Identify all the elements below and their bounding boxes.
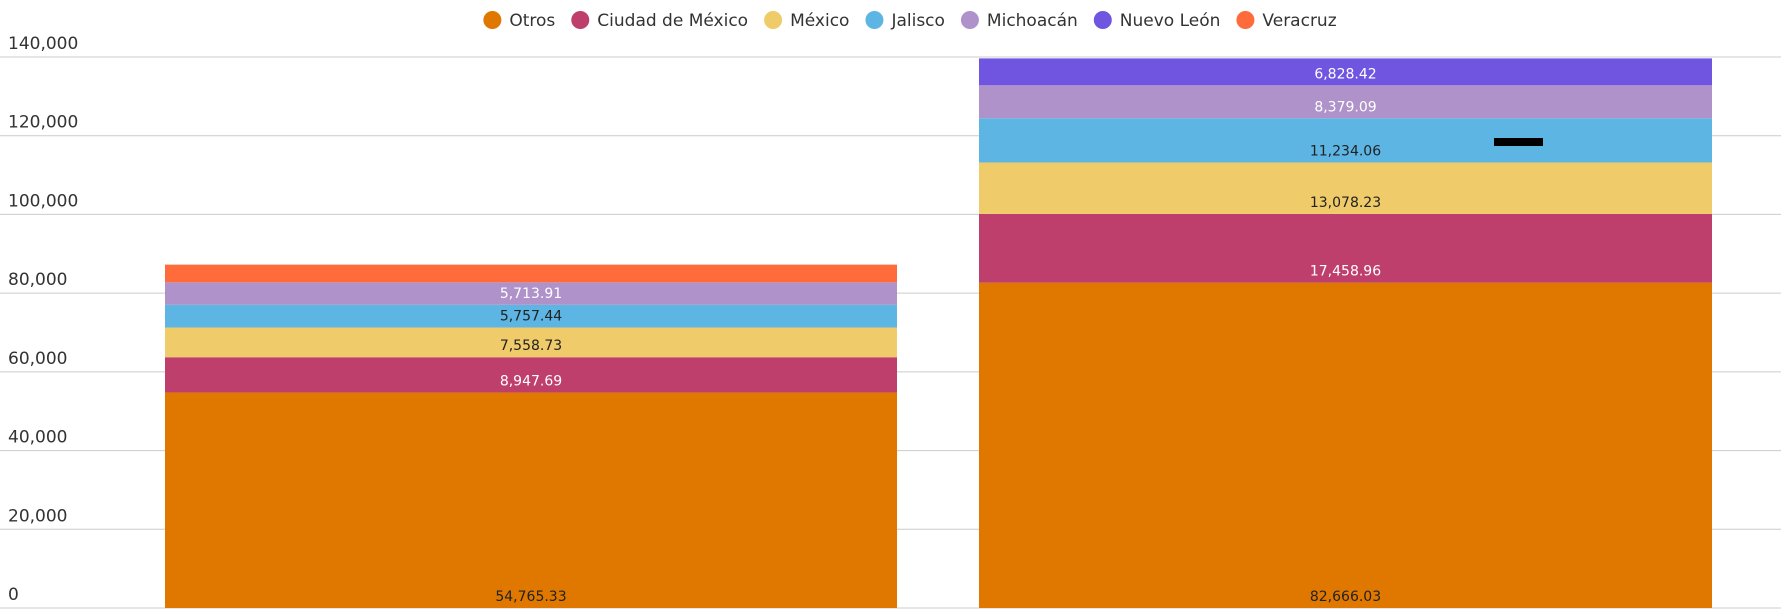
value-label: 11,234.06: [1310, 143, 1381, 159]
legend-swatch: [865, 11, 884, 29]
value-label: 17,458.96: [1310, 264, 1381, 280]
bar-segment: [165, 357, 897, 393]
value-label: 7,558.73: [500, 338, 562, 354]
legend-swatch: [1236, 11, 1255, 29]
bar-segment: [165, 282, 897, 305]
bar-segment: [979, 85, 1712, 119]
bar-segment: [979, 162, 1712, 214]
y-tick-label: 100,000: [8, 191, 78, 211]
legend-label: Michoacán: [987, 11, 1078, 31]
y-tick-label: 40,000: [8, 428, 67, 448]
value-label: 8,947.69: [500, 373, 562, 389]
bar-segment: [979, 58, 1712, 86]
legend-label: Veracruz: [1262, 11, 1336, 31]
y-tick-label: 0: [8, 585, 19, 605]
legend-label: Ciudad de México: [597, 11, 748, 31]
value-label: 8,379.09: [1314, 99, 1376, 115]
legend-swatch: [483, 11, 502, 29]
y-tick-label: 60,000: [8, 349, 67, 369]
bar-segment: [979, 213, 1712, 283]
value-label: 6,828.42: [1314, 66, 1376, 82]
bar-segment: [165, 304, 897, 328]
legend-swatch: [571, 11, 590, 29]
dash-marker: [1494, 138, 1543, 146]
bar-segment: [165, 392, 897, 608]
y-tick-label: 140,000: [8, 34, 78, 54]
y-tick-label: 20,000: [8, 506, 67, 526]
bar-segment: [165, 327, 897, 358]
value-label: 13,078.23: [1310, 195, 1381, 211]
legend-swatch: [1093, 11, 1112, 29]
bar-segment: [979, 282, 1712, 608]
legend-label: Otros: [509, 11, 555, 31]
bar-segment: [979, 118, 1712, 163]
legend-swatch: [764, 11, 783, 29]
bar-segment: [165, 264, 897, 283]
value-label: 5,713.91: [500, 286, 562, 302]
legend-label: Nuevo León: [1120, 11, 1221, 31]
value-label: 5,757.44: [500, 308, 562, 324]
legend-swatch: [960, 11, 979, 29]
value-label: 54,765.33: [495, 589, 566, 605]
legend-label: México: [790, 11, 849, 31]
y-tick-label: 120,000: [8, 113, 78, 133]
y-tick-label: 80,000: [8, 270, 67, 290]
legend-label: Jalisco: [890, 11, 944, 31]
value-label: 82,666.03: [1310, 589, 1381, 605]
